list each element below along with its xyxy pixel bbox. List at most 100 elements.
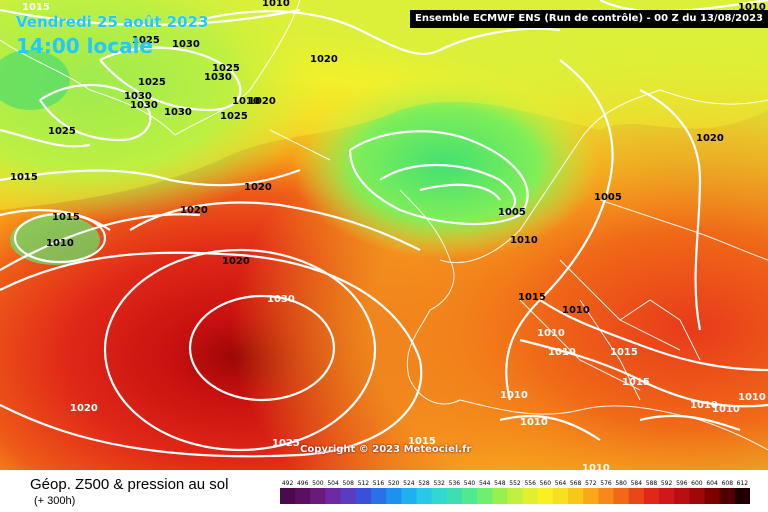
legend-tick-label: 532 [433,480,445,487]
model-run-banner: Ensemble ECMWF ENS (Run de contrôle) - 0… [410,10,768,28]
legend-tick-label: 492 [282,480,294,487]
pressure-label: 1010 [232,96,260,107]
legend-swatch [295,488,311,504]
legend-swatch [401,488,417,504]
legend-swatch [355,488,372,504]
pressure-label: 1015 [408,436,436,447]
pressure-label: 1010 [712,404,740,415]
legend-swatch [719,488,736,504]
legend-tick-label: 604 [706,480,718,487]
pressure-label: 1015 [610,347,638,358]
legend-swatch [628,488,645,504]
legend-swatch [537,488,554,504]
pressure-label: 1015 [52,212,80,223]
coastlines [0,0,768,450]
pressure-label: 1030 [124,91,152,102]
pressure-map: 1015 1010 1025 1030 1020 1025 1030 1025 … [0,0,768,470]
forecast-time: 14:00 locale [16,34,153,58]
legend-swatch [507,488,524,504]
pressure-label: 1005 [594,192,622,203]
legend-swatch [522,488,539,504]
pressure-label: 1025 [272,438,300,449]
legend-swatch [461,488,478,504]
legend-tick-label: 544 [479,480,491,487]
legend-tick-label: 576 [600,480,612,487]
legend-swatch [325,488,342,504]
legend-tick-label: 556 [524,480,536,487]
legend-tick-label: 504 [327,480,339,487]
pressure-label: 1025 [48,126,76,137]
legend-tick-label: 596 [676,480,688,487]
pressure-label: 1010 [738,2,766,13]
pressure-label: 1020 [696,133,724,144]
pressure-label: 1020 [248,96,276,107]
pressure-labels: 1015 1010 1025 1030 1020 1025 1030 1025 … [10,0,766,470]
legend-tick-label: 608 [722,480,734,487]
lead-time: (+ 300h) [34,495,76,507]
pressure-label: 1020 [244,182,272,193]
legend-swatch [704,488,721,504]
legend-swatch [446,488,463,504]
pressure-label: 1010 [690,400,718,411]
legend-swatch [674,488,690,504]
legend-tick-label: 560 [540,480,552,487]
legend-swatch [583,488,599,504]
footer: Géop. Z500 & pression au sol (+ 300h) 49… [0,470,768,512]
legend-tick-label: 592 [661,480,673,487]
legend-tick-label: 568 [570,480,582,487]
pressure-label: 1030 [164,107,192,118]
legend-tick-label: 508 [342,480,354,487]
legend-swatch [492,488,508,504]
pressure-label: 1005 [498,207,526,218]
legend-tick-label: 496 [297,480,309,487]
pressure-label: 1010 [537,328,565,339]
pressure-label: 1010 [738,392,766,403]
legend-tick-label: 528 [418,480,430,487]
pressure-label: 1015 [22,2,50,13]
legend-swatch [568,488,584,504]
isobars [0,0,768,456]
legend-swatch [477,488,493,504]
pressure-label: 1030 [172,39,200,50]
pressure-label: 1025 [138,77,166,88]
pressure-label: 1010 [520,417,548,428]
forecast-date: Vendredi 25 août 2023 [16,13,209,31]
legend-tick-label: 612 [737,480,749,487]
pressure-label: 1025 [220,111,248,122]
legend-tick-label: 536 [449,480,461,487]
legend-tick-label: 548 [494,480,506,487]
legend-tick-label: 572 [585,480,597,487]
pressure-label: 1010 [582,463,610,470]
color-legend: 492 496 500 504 508 512 516 520 524 528 532 536 540 5… [280,480,750,504]
pressure-label: 1025 [132,35,160,46]
pressure-label: 1015 [518,292,546,303]
legend-tick-label: 516 [373,480,385,487]
legend-swatch [598,488,615,504]
legend-swatch [552,488,569,504]
pressure-label: 1015 [622,377,650,388]
legend-swatch [340,488,357,504]
pressure-label: 1010 [500,390,528,401]
legend-swatch [310,488,326,504]
pressure-label: 1010 [510,235,538,246]
pressure-label: 1010 [262,0,290,9]
legend-tick-label: 524 [403,480,415,487]
legend-swatch [613,488,630,504]
legend-swatch [416,488,433,504]
legend-tick-label: 564 [555,480,567,487]
pressure-label: 1020 [70,403,98,414]
legend-tick-label: 600 [691,480,703,487]
legend-tick-label: 584 [631,480,643,487]
pressure-label: 1015 [10,172,38,183]
legend-swatch [386,488,402,504]
pressure-label: 1030 [204,72,232,83]
pressure-label: 1020 [222,256,250,267]
pressure-label: 1010 [562,305,590,316]
legend-swatch [689,488,706,504]
legend-swatch [643,488,660,504]
copyright-notice: Copyright © 2023 Meteociel.fr [300,444,472,455]
legend-tick-label: 588 [646,480,658,487]
legend-tick-label: 540 [464,480,476,487]
pressure-label: 1025 [212,63,240,74]
product-title: Géop. Z500 & pression au sol [30,476,229,493]
